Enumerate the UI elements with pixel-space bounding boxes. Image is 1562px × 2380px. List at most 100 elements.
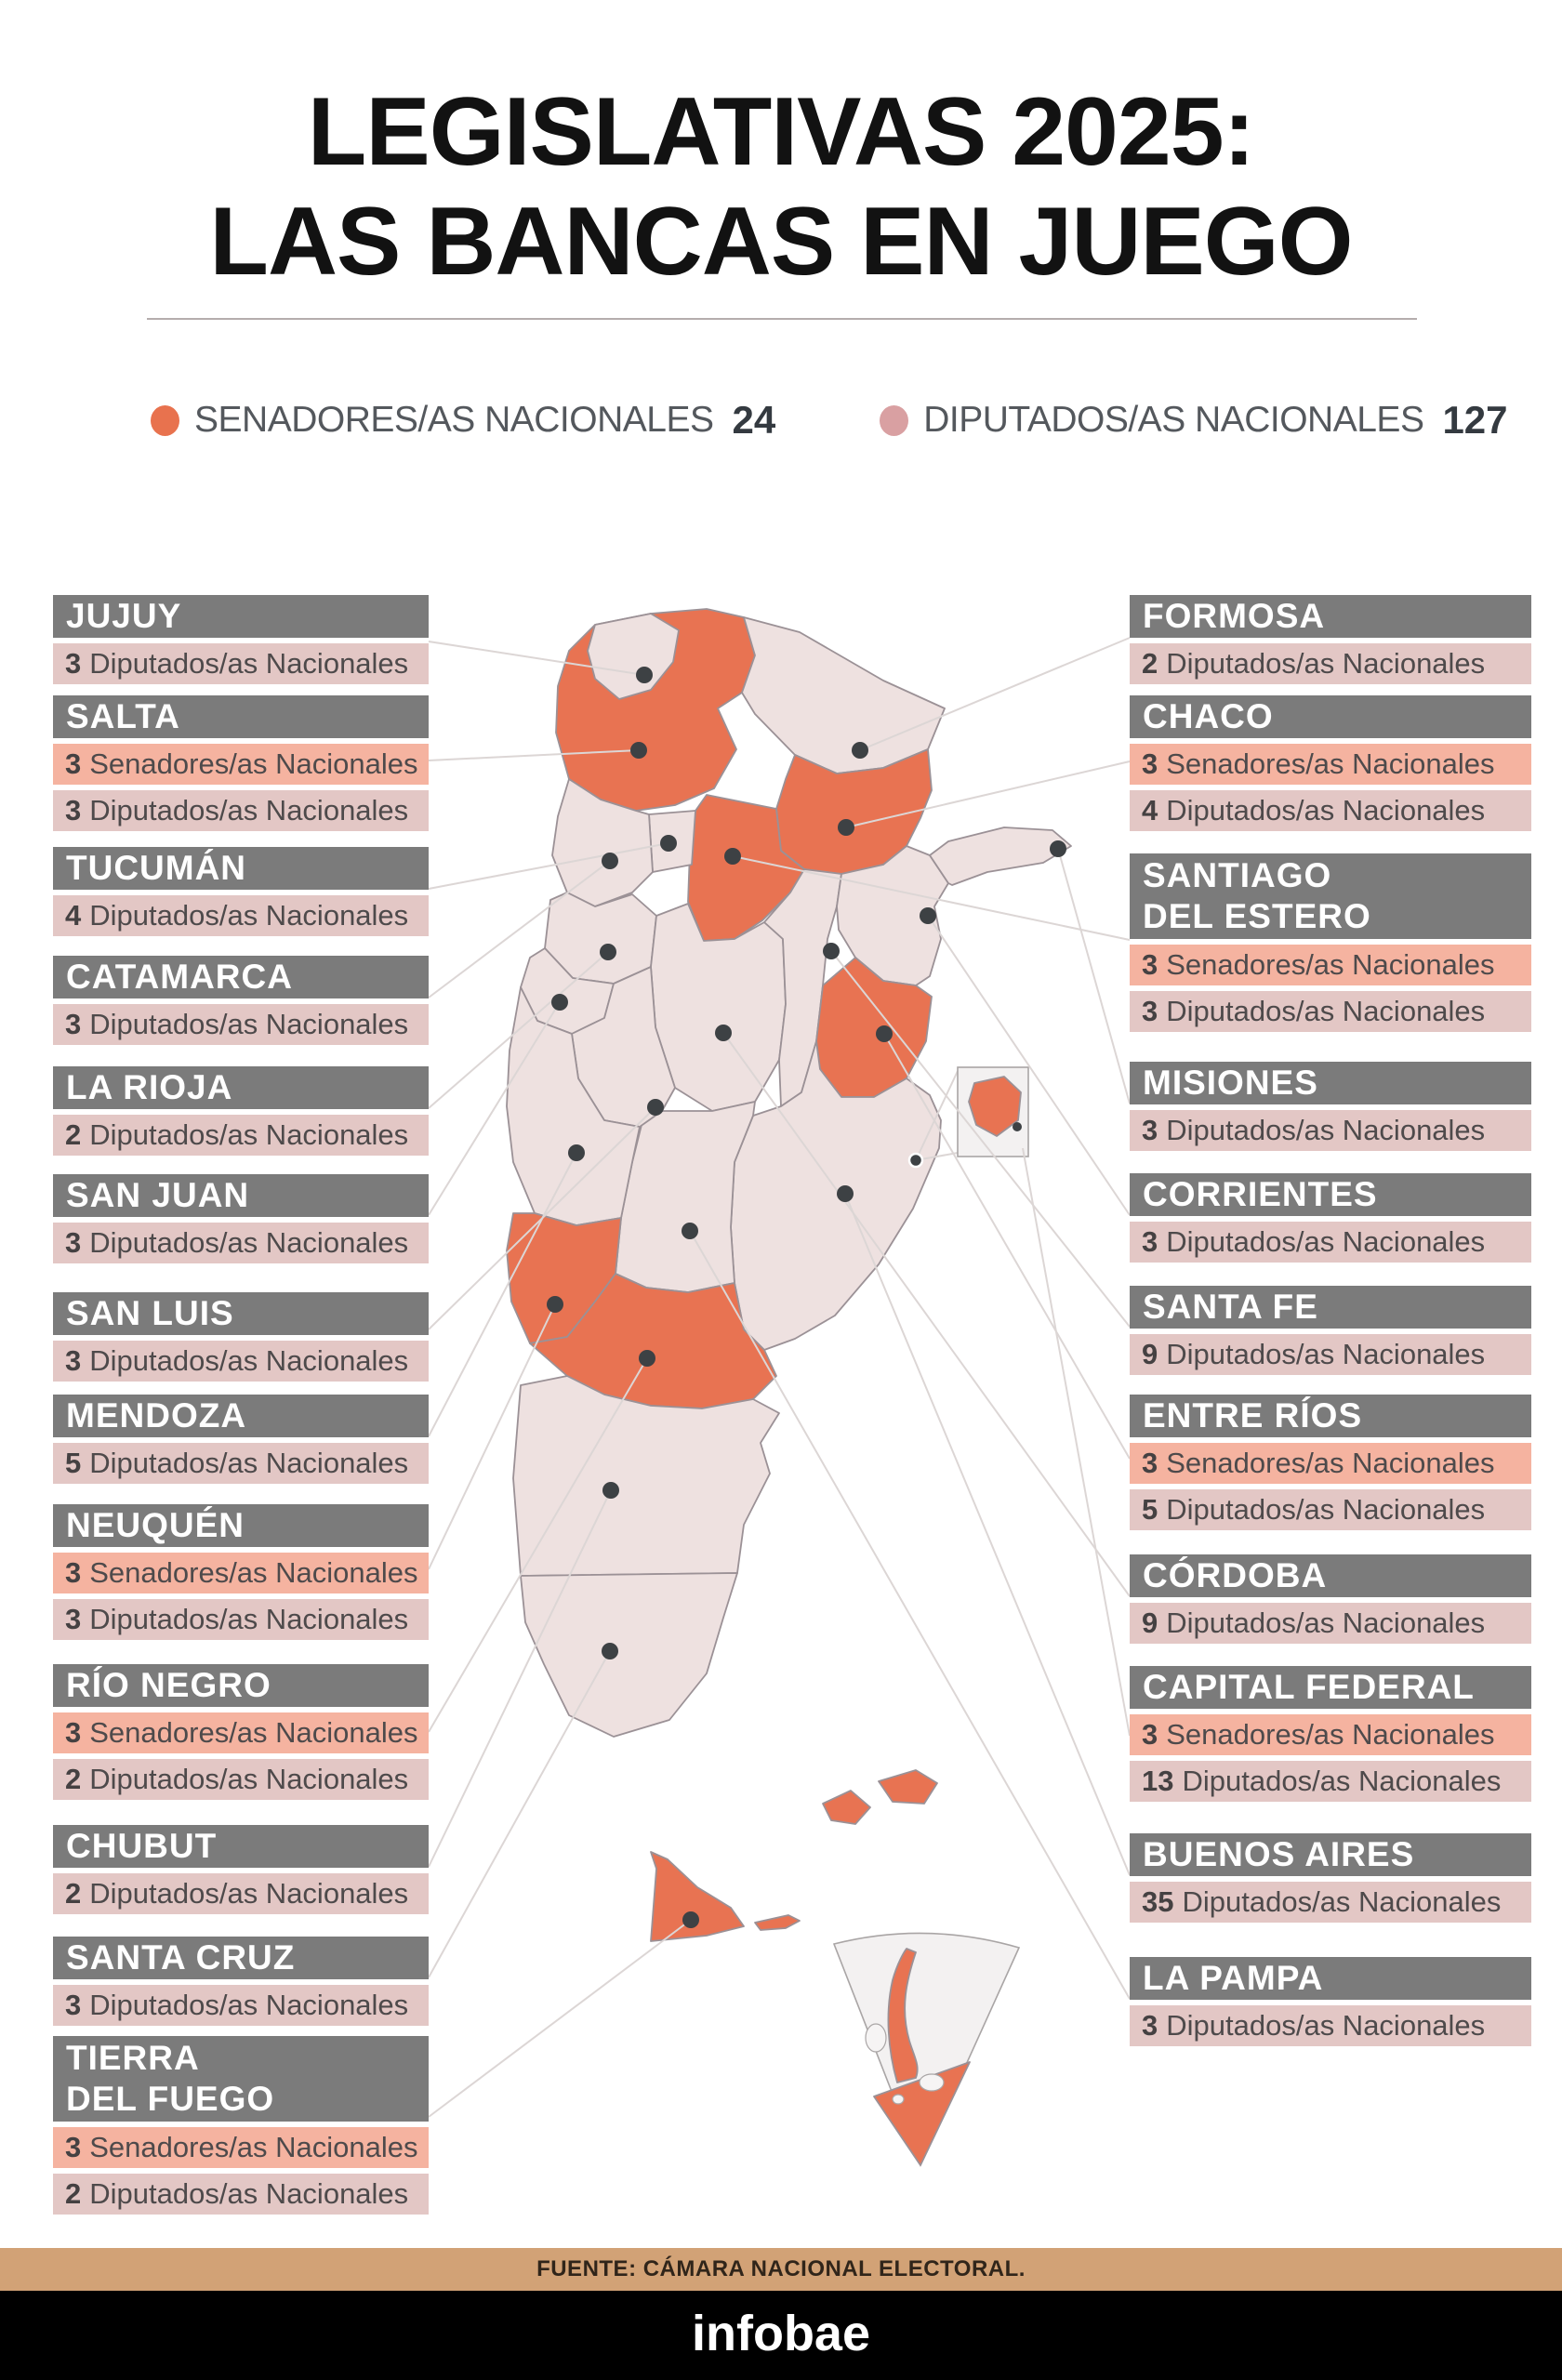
seat-count: 3 xyxy=(1142,2009,1158,2042)
map-dot-larioja xyxy=(600,944,616,960)
connector-santacruz xyxy=(428,1650,611,1978)
map-dot-formosa xyxy=(852,742,868,759)
page-title-line1: LEGISLATIVAS 2025: xyxy=(307,78,1255,186)
seat-row-tierradelfuego-senators: 3 Senadores/as Nacionales xyxy=(53,2127,429,2168)
seat-label: Diputados/as Nacionales xyxy=(89,1226,409,1259)
province-header-chubut: CHUBUT xyxy=(53,1825,429,1868)
seat-label: Diputados/as Nacionales xyxy=(1166,1493,1486,1526)
seat-row-chaco-deputies: 4 Diputados/as Nacionales xyxy=(1130,790,1531,831)
source-bar: FUENTE: CÁMARA NACIONAL ELECTORAL. xyxy=(0,2248,1562,2291)
province-shape-santacruz xyxy=(520,1572,738,1738)
map-dot-corrientes xyxy=(920,907,936,924)
seat-row-tucuman-deputies: 4 Diputados/as Nacionales xyxy=(53,895,429,936)
province-header-neuquen: NEUQUÉN xyxy=(53,1504,429,1547)
seat-count: 4 xyxy=(65,899,82,932)
province-shape-corrientes xyxy=(836,845,949,986)
province-group-santacruz: SANTA CRUZ 3 Diputados/as Nacionales xyxy=(53,1937,429,2026)
seat-label: Senadores/as Nacionales xyxy=(1166,1447,1495,1479)
seat-row-sanluis-deputies: 3 Diputados/as Nacionales xyxy=(53,1341,429,1382)
province-header-rionegro: RÍO NEGRO xyxy=(53,1664,429,1707)
seat-row-santacruz-deputies: 3 Diputados/as Nacionales xyxy=(53,1985,429,2026)
antarctic-island xyxy=(919,2073,945,2092)
province-group-catamarca: CATAMARCA 3 Diputados/as Nacionales xyxy=(53,956,429,1045)
map-dot-santiago xyxy=(724,848,741,865)
connector-lines xyxy=(428,637,1131,2118)
seat-row-catamarca-deputies: 3 Diputados/as Nacionales xyxy=(53,1004,429,1045)
seat-count: 3 xyxy=(65,1603,82,1635)
seat-count: 3 xyxy=(1142,1114,1158,1146)
province-group-chaco: CHACO 3 Senadores/as Nacionales 4 Diputados/… xyxy=(1130,695,1531,831)
province-header-misiones: MISIONES xyxy=(1130,1062,1531,1104)
seat-count: 9 xyxy=(1142,1606,1158,1639)
seat-count: 3 xyxy=(1142,747,1158,780)
page-title: LEGISLATIVAS 2025: LAS BANCAS EN JUEGO xyxy=(0,78,1562,297)
legend-deputies-label: DIPUTADOS/AS NACIONALES xyxy=(923,400,1424,440)
seat-count: 3 xyxy=(65,1226,82,1259)
seat-count: 3 xyxy=(1142,948,1158,981)
map-dot-misiones xyxy=(1050,840,1066,857)
legend-deputies-value: 127 xyxy=(1442,398,1508,442)
map-dot-santacruz xyxy=(602,1643,618,1659)
connector-jujuy xyxy=(428,641,645,676)
seat-row-santiago-senators: 3 Senadores/as Nacionales xyxy=(1130,945,1531,985)
seat-row-capital-senators: 3 Senadores/as Nacionales xyxy=(1130,1714,1531,1755)
seat-label: Diputados/as Nacionales xyxy=(89,1118,409,1151)
province-header-sanluis: SAN LUIS xyxy=(53,1292,429,1335)
connector-misiones xyxy=(1057,848,1131,1104)
seat-label: Diputados/as Nacionales xyxy=(89,899,409,932)
connector-chaco xyxy=(845,760,1131,828)
province-shape-tierradelfuego xyxy=(650,1851,745,1942)
title-divider xyxy=(147,318,1417,320)
map-dot-rionegro xyxy=(639,1350,655,1367)
province-shape-jujuy xyxy=(587,613,680,700)
seat-label: Diputados/as Nacionales xyxy=(89,1763,409,1795)
seat-row-entrerios-deputies: 5 Diputados/as Nacionales xyxy=(1130,1489,1531,1530)
province-group-entrerios: ENTRE RÍOS 3 Senadores/as Nacionales 5 Diput… xyxy=(1130,1395,1531,1530)
seat-count: 2 xyxy=(65,1118,82,1151)
province-group-santiago: SANTIAGO DEL ESTERO 3 Senadores/as Naciona… xyxy=(1130,853,1531,1032)
antarctic-island xyxy=(892,2094,905,2105)
province-header-catamarca: CATAMARCA xyxy=(53,956,429,998)
province-header-entrerios: ENTRE RÍOS xyxy=(1130,1395,1531,1437)
map-dot-entrerios xyxy=(876,1025,893,1042)
province-group-mendoza: MENDOZA 5 Diputados/as Nacionales xyxy=(53,1395,429,1484)
province-header-corrientes: CORRIENTES xyxy=(1130,1173,1531,1216)
seat-label: Diputados/as Nacionales xyxy=(1166,647,1486,680)
connector-cordoba xyxy=(722,1032,1131,1597)
seat-row-rionegro-senators: 3 Senadores/as Nacionales xyxy=(53,1712,429,1753)
seat-label: Diputados/as Nacionales xyxy=(89,1877,409,1910)
province-group-salta: SALTA 3 Senadores/as Nacionales 3 Diputados/… xyxy=(53,695,429,831)
seat-label: Diputados/as Nacionales xyxy=(1166,1338,1486,1370)
seat-count: 3 xyxy=(65,1344,82,1377)
seat-row-formosa-deputies: 2 Diputados/as Nacionales xyxy=(1130,643,1531,684)
seat-label: Diputados/as Nacionales xyxy=(89,1603,409,1635)
seat-count: 3 xyxy=(65,1556,82,1589)
seat-row-capital-deputies: 13 Diputados/as Nacionales xyxy=(1130,1761,1531,1802)
map-dot-caba-coast xyxy=(907,1152,924,1169)
seat-count: 2 xyxy=(65,2177,82,2210)
province-group-jujuy: JUJUY 3 Diputados/as Nacionales xyxy=(53,595,429,684)
antarctica-inset xyxy=(832,1932,1021,2168)
seat-label: Diputados/as Nacionales xyxy=(1182,1765,1502,1797)
province-header-santiago: SANTIAGO DEL ESTERO xyxy=(1130,853,1531,939)
map-dot-tierradelfuego xyxy=(682,1911,699,1928)
map-dot-catamarca xyxy=(602,853,618,869)
seat-count: 2 xyxy=(65,1877,82,1910)
province-group-formosa: FORMOSA 2 Diputados/as Nacionales xyxy=(1130,595,1531,684)
antarctica-wedge xyxy=(832,1932,1021,2168)
province-header-santafe: SANTA FE xyxy=(1130,1286,1531,1329)
province-group-sanluis: SAN LUIS 3 Diputados/as Nacionales xyxy=(53,1292,429,1382)
seat-label: Senadores/as Nacionales xyxy=(89,1716,418,1749)
seat-label: Senadores/as Nacionales xyxy=(89,747,418,780)
connector-neuquen xyxy=(428,1303,556,1570)
province-shapes xyxy=(506,608,1072,1942)
seat-count: 3 xyxy=(1142,1225,1158,1258)
connector-chubut xyxy=(428,1489,612,1868)
seat-row-buenosaires-deputies: 35 Diputados/as Nacionales xyxy=(1130,1882,1531,1923)
seat-count: 13 xyxy=(1142,1765,1174,1797)
map-dot-salta xyxy=(630,742,647,759)
province-shape-misiones xyxy=(929,826,1072,886)
province-header-capital: CAPITAL FEDERAL xyxy=(1130,1666,1531,1709)
connector-lapampa xyxy=(689,1230,1131,2000)
seat-label: Diputados/as Nacionales xyxy=(89,794,409,826)
